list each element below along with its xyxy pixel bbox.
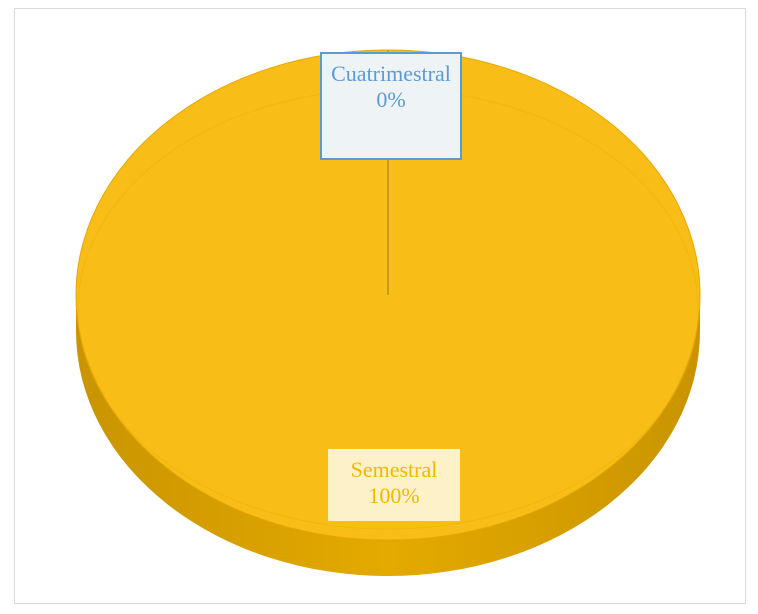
data-label-cuatrimestral-name: Cuatrimestral (331, 61, 451, 86)
data-label-semestral-name: Semestral (350, 457, 438, 482)
data-label-semestral-percent: 100% (368, 483, 420, 508)
data-label-cuatrimestral-percent: 0% (376, 87, 406, 112)
data-label-semestral: Semestral 100% (328, 449, 460, 521)
data-label-cuatrimestral: Cuatrimestral 0% (320, 52, 462, 160)
pie-top-rim (75, 49, 701, 541)
chart-frame: Cuatrimestral 0% Semestral 100% (14, 8, 746, 604)
pie-chart (75, 49, 701, 576)
